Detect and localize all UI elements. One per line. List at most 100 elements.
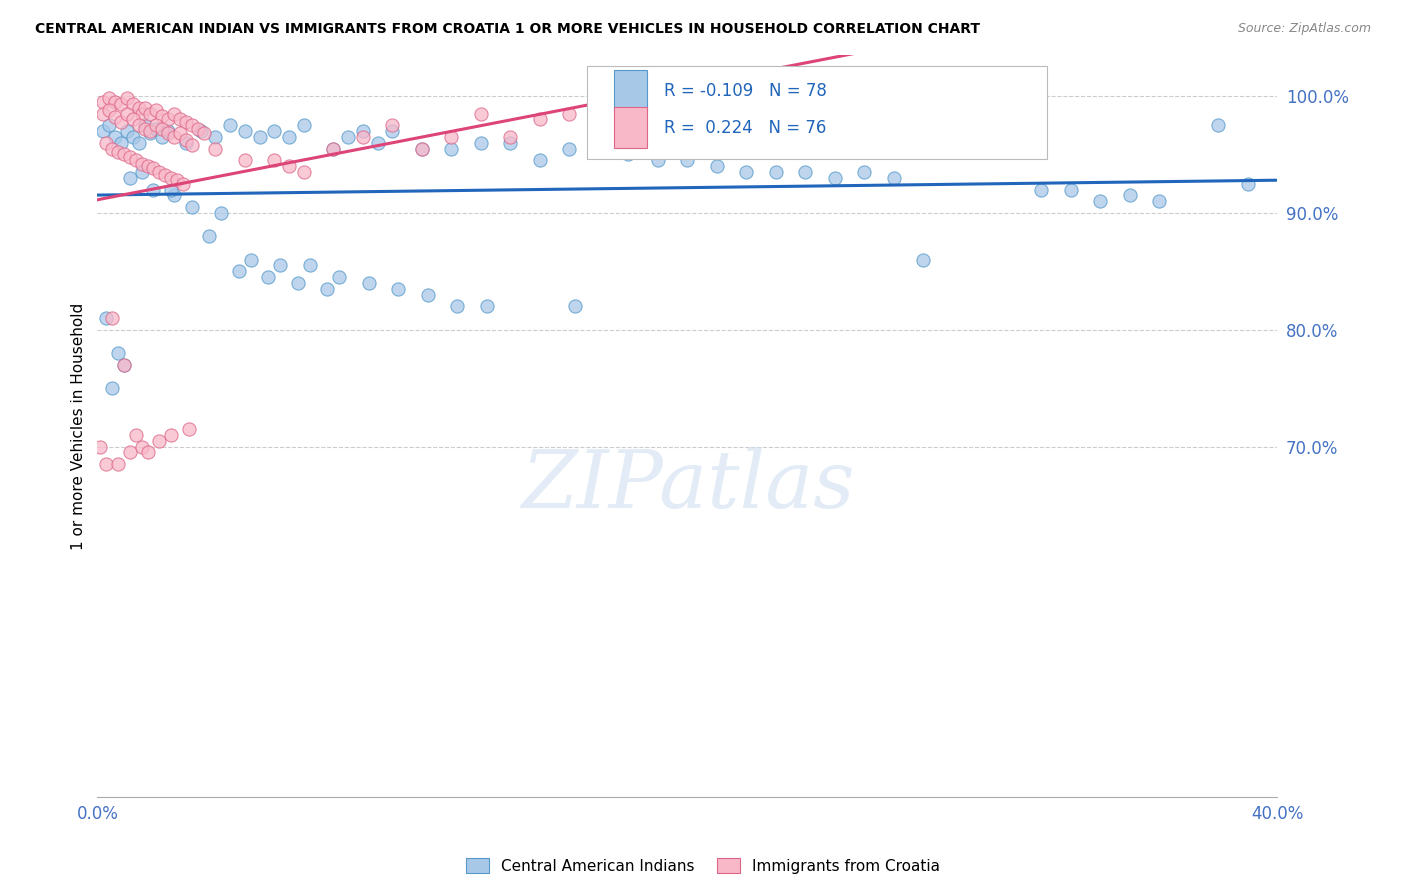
Point [107, 457, 129, 471]
Point [411, 142, 433, 156]
Point [139, 124, 162, 138]
Point [125, 153, 148, 168]
Point [367, 136, 389, 150]
Point [104, 130, 127, 145]
Point [287, 276, 309, 290]
Point [352, 124, 374, 138]
Point [263, 124, 285, 138]
Point [104, 95, 127, 109]
Point [163, 188, 186, 202]
Point [160, 170, 183, 185]
Point [676, 153, 699, 168]
Point [233, 124, 256, 138]
Point [228, 264, 250, 278]
Point [96, 311, 118, 326]
Point [166, 173, 188, 187]
Point [131, 106, 153, 120]
Point [91, 124, 114, 138]
Point [131, 440, 153, 454]
Point [110, 136, 132, 150]
Bar [614, 70, 647, 111]
Point [187, 121, 209, 136]
Point [529, 153, 551, 168]
Point [357, 276, 380, 290]
Point [558, 106, 581, 120]
Point [440, 130, 463, 145]
Point [128, 136, 150, 150]
Point [163, 130, 186, 145]
Point [257, 270, 280, 285]
Point [104, 110, 127, 124]
Point [239, 252, 262, 267]
Point [588, 142, 610, 156]
Point [150, 130, 173, 145]
Point [298, 259, 321, 273]
Point [278, 130, 301, 145]
Point [883, 170, 905, 185]
Point [180, 118, 202, 132]
Point [98, 91, 121, 105]
Point [470, 106, 492, 120]
Point [765, 165, 787, 179]
Point [110, 114, 132, 128]
Point [142, 161, 165, 176]
Point [1149, 194, 1171, 209]
Point [735, 165, 758, 179]
Point [107, 346, 129, 360]
Point [416, 287, 439, 301]
Point [180, 200, 202, 214]
Point [1090, 194, 1112, 209]
Point [1119, 188, 1142, 202]
Point [263, 153, 285, 168]
Y-axis label: 1 or more Vehicles in Household: 1 or more Vehicles in Household [72, 302, 86, 549]
Point [794, 165, 817, 179]
Bar [614, 107, 647, 148]
Point [219, 118, 242, 132]
Point [706, 159, 728, 173]
Point [160, 182, 183, 196]
Point [118, 170, 141, 185]
Point [121, 112, 143, 127]
Point [529, 112, 551, 127]
Point [145, 121, 167, 136]
Point [115, 106, 138, 120]
Point [177, 422, 200, 436]
Point [172, 177, 194, 191]
Point [157, 127, 180, 141]
Point [112, 358, 135, 372]
Point [125, 428, 148, 442]
Point [912, 252, 935, 267]
Point [96, 457, 118, 471]
Point [150, 121, 173, 136]
Point [115, 91, 138, 105]
Point [157, 112, 180, 127]
Point [352, 130, 374, 145]
Point [278, 159, 301, 173]
Point [564, 299, 586, 313]
Point [112, 147, 135, 161]
Point [446, 299, 468, 313]
Point [174, 136, 197, 150]
Point [121, 97, 143, 112]
Text: ZIPatlas: ZIPatlas [520, 447, 855, 524]
Point [204, 142, 226, 156]
Point [107, 145, 129, 160]
Point [169, 112, 191, 127]
Point [163, 106, 186, 120]
Point [328, 270, 350, 285]
Point [145, 103, 167, 117]
Point [470, 136, 492, 150]
Point [155, 169, 177, 183]
Point [322, 142, 344, 156]
Point [139, 127, 162, 141]
Point [292, 165, 315, 179]
Point [190, 124, 212, 138]
Point [142, 182, 165, 196]
Point [193, 127, 215, 141]
Point [316, 282, 339, 296]
Point [128, 101, 150, 115]
Point [131, 157, 153, 171]
Point [96, 136, 118, 150]
Point [588, 124, 610, 138]
Point [174, 133, 197, 147]
